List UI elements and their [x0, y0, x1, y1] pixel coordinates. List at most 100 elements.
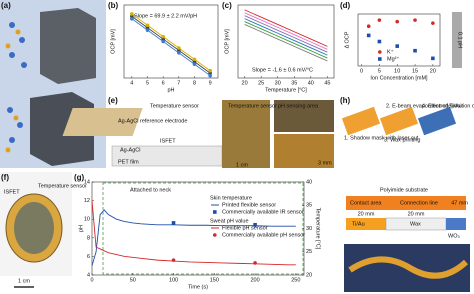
- panel-text: 1 cm: [236, 162, 248, 168]
- x-tick-label: 6: [162, 80, 165, 86]
- point: [431, 56, 435, 61]
- photo-temp: [274, 134, 334, 168]
- point: [177, 46, 181, 50]
- point: [366, 24, 371, 29]
- x-tick-label: 200: [250, 277, 259, 283]
- point: [366, 33, 371, 38]
- scale-bar: [452, 12, 462, 68]
- y-axis-label: OCP [mV]: [224, 29, 230, 54]
- point: [413, 48, 417, 53]
- panel-text: 1. Shadow mask with laser cut: [344, 135, 419, 141]
- y-tick-label: 4: [87, 272, 90, 278]
- legend-swatch: [378, 57, 382, 61]
- point: [395, 19, 400, 24]
- x-axis-label: Temperature [°C]: [265, 87, 307, 93]
- plot-frame: [91, 181, 305, 276]
- y-tick-label: 12: [84, 198, 90, 204]
- annotation: Slope = -1.6 ± 0.6 mV/°C: [252, 67, 313, 73]
- series-line: [131, 15, 211, 74]
- y2-tick-label: 25: [306, 249, 312, 255]
- x-tick-label: 7: [177, 80, 180, 86]
- annotation: Slope = 69.9 ± 2.2 mV/pH: [134, 13, 197, 19]
- step-2: [379, 106, 419, 136]
- legend-swatch: [213, 233, 217, 237]
- attached-region: [102, 182, 304, 275]
- legend-title: Sweat pH value: [210, 218, 249, 224]
- panel-text: Wax: [410, 221, 421, 227]
- x-tick-label: 150: [210, 277, 219, 283]
- y-tick-label: 14: [84, 179, 90, 185]
- point: [208, 73, 212, 78]
- panel-text: 4. Electrodeposition of WO₃ nP's: [422, 103, 474, 109]
- series-line: [244, 24, 328, 62]
- x-axis-label: pH: [167, 87, 174, 93]
- panel-text: 20 mm: [408, 211, 425, 217]
- x-tick-label: 8: [193, 80, 196, 86]
- series-line: [244, 15, 328, 53]
- point: [161, 39, 165, 44]
- plot-frame: [237, 4, 335, 79]
- panel-text: 20 mm: [358, 211, 375, 217]
- panel-text: 47 mm: [451, 200, 468, 206]
- x-tick-label: 250: [291, 277, 300, 283]
- legend-swatch: [378, 50, 382, 54]
- x-tick-label: 10: [394, 68, 400, 74]
- y2-tick-label: 30: [306, 226, 312, 232]
- panel-label: (d): [340, 1, 351, 10]
- series-line: [244, 18, 328, 56]
- step-1: [341, 106, 381, 136]
- x-tick-label: 20: [430, 68, 436, 74]
- ions-2: [5, 29, 21, 153]
- panel-text: Temperature sensor: [38, 183, 87, 189]
- point: [253, 261, 257, 265]
- x-tick-label: 50: [130, 277, 136, 283]
- panel-text: Contact area: [350, 200, 382, 206]
- x-tick-label: 9: [209, 80, 212, 86]
- panel-label: (c): [222, 1, 232, 10]
- panel-text: Ti/Au: [352, 221, 365, 227]
- series-line: [244, 21, 328, 59]
- panel-text: Temperature sensor: [150, 103, 199, 109]
- panel-label: (h): [340, 96, 351, 105]
- y-tick-label: 10: [84, 217, 90, 223]
- x-tick-label: 45: [324, 80, 330, 86]
- point: [192, 57, 197, 62]
- prism-top: [40, 8, 96, 84]
- panel-text: Ag-AgCl: [120, 147, 140, 153]
- y-axis-label: OCP [mV]: [110, 29, 116, 54]
- x-tick-label: 40: [308, 80, 314, 86]
- x-tick-label: 0: [360, 68, 363, 74]
- x-tick-label: 20: [242, 80, 248, 86]
- point: [253, 222, 257, 227]
- point: [161, 34, 165, 39]
- x-tick-label: 35: [291, 80, 297, 86]
- wo3: [446, 218, 466, 230]
- panel-text: 3. Wax printing: [384, 137, 420, 143]
- panel-text: 2. E-beam evaporation of Ti/Au: [386, 103, 462, 109]
- panel-text: PET film: [118, 159, 139, 165]
- panel-label: (e): [108, 96, 118, 105]
- panel-text: 3 mm: [318, 160, 332, 166]
- y2-tick-label: 40: [306, 179, 312, 185]
- x-axis-label: Time (s): [188, 284, 208, 290]
- legend-label: Printed flexible sensor: [222, 202, 276, 208]
- point: [413, 18, 417, 22]
- legend-label: Flexible pH sensor: [222, 225, 268, 231]
- annotation: Attached to neck: [130, 187, 171, 193]
- point: [208, 68, 212, 73]
- panel-text: Polyimide substrate: [380, 187, 428, 193]
- point: [377, 18, 382, 22]
- plot-frame: [123, 4, 219, 79]
- annotation: 0.1 pH: [457, 32, 463, 48]
- panel-label: (b): [108, 1, 119, 10]
- legend-label: Commercially available pH sensor: [222, 232, 305, 238]
- point: [145, 28, 150, 32]
- point: [192, 62, 197, 67]
- legend-swatch: [213, 210, 217, 214]
- point: [177, 51, 181, 55]
- neck: [14, 202, 54, 254]
- photo-isfet: [222, 100, 270, 168]
- x-tick-label: 15: [412, 68, 418, 74]
- panel-text: Ag-AgCl reference electrode: [118, 118, 187, 124]
